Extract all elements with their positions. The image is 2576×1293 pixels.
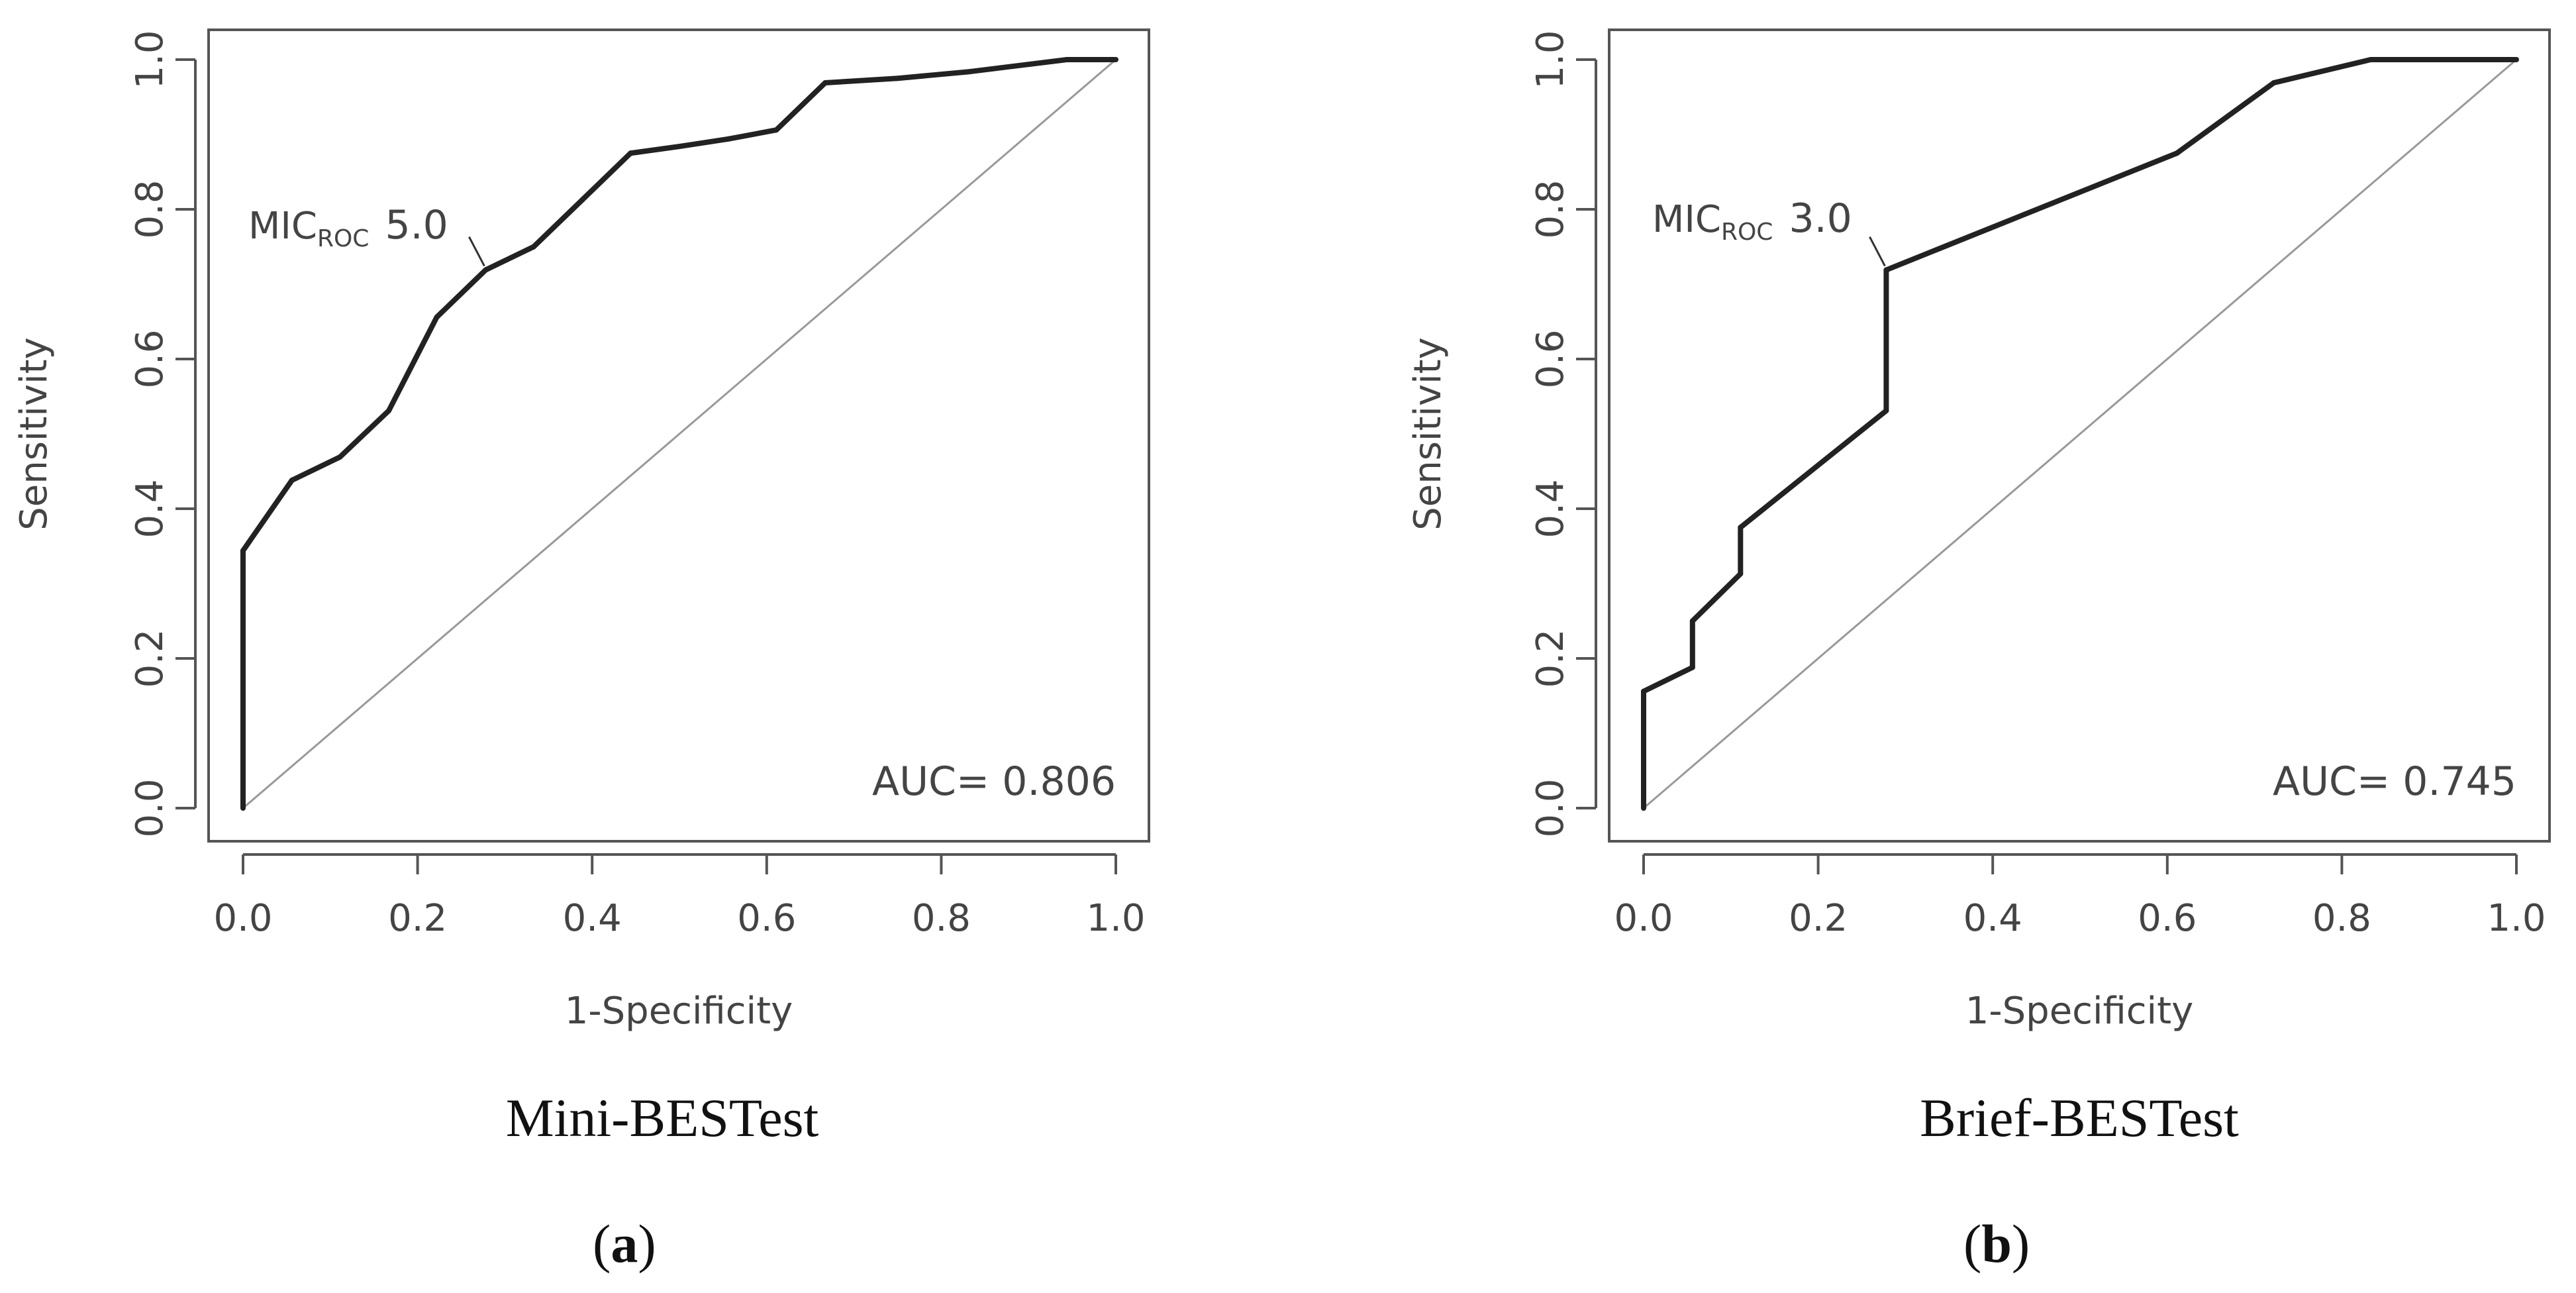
roc-point-a-15 — [967, 69, 973, 75]
x-axis-label-b: 1-Specificity — [1965, 990, 2193, 1033]
y-tick-label-a-4: 0.8 — [128, 180, 172, 238]
x-tick-label-a-3: 0.6 — [737, 897, 796, 940]
reference-diagonal-b — [1643, 58, 2517, 809]
roc-point-a-13 — [822, 80, 828, 86]
mic-subscript-a: ROC — [317, 225, 370, 252]
y-tick-label-b-2: 0.4 — [1529, 479, 1572, 538]
x-tick-label-b-1: 0.2 — [1789, 897, 1848, 940]
plot-frame-a — [207, 28, 1150, 843]
roc-point-b-11 — [2514, 57, 2519, 62]
x-tick-label-a-4: 0.8 — [912, 897, 971, 940]
panel-a: 0.0 0.2 0.4 0.6 0.8 1.0 0.0 0.2 0.4 0.6 0.8 1.0 MI… — [13, 28, 1150, 1274]
y-tick-label-b-4: 0.8 — [1529, 180, 1572, 238]
y-tick-group-b: 0.0 0.2 0.4 0.6 0.8 1.0 — [1529, 30, 1596, 838]
auc-label-a: AUC= 0.806 — [872, 758, 1116, 805]
plot-frame-b — [1608, 28, 2551, 843]
x-tick-label-a-0: 0.0 — [213, 897, 272, 940]
roc-point-a-1 — [240, 548, 246, 554]
roc-point-b-0 — [1641, 805, 1646, 811]
caption-a: Mini-BESTest — [506, 1088, 819, 1148]
x-axis-label-a: 1-Specificity — [565, 990, 793, 1033]
y-tick-label-b-1: 0.2 — [1529, 629, 1572, 688]
roc-point-a-16 — [1064, 57, 1070, 62]
roc-point-a-3 — [337, 454, 343, 460]
x-tick-label-a-1: 0.2 — [388, 897, 447, 940]
roc-point-a-14 — [895, 76, 901, 81]
roc-point-a-0 — [240, 805, 246, 811]
y-tick-label-a-2: 0.4 — [128, 479, 172, 538]
roc-point-a-8 — [579, 197, 585, 203]
mic-value-b: 3.0 — [1789, 195, 1852, 242]
x-tick-label-a-2: 0.4 — [563, 897, 622, 940]
roc-point-b-10 — [2367, 57, 2373, 62]
y-tick-label-a-1: 0.2 — [128, 629, 172, 688]
roc-point-a-12 — [773, 127, 779, 133]
mic-leader-line-a — [468, 236, 485, 267]
x-tick-label-b-2: 0.4 — [1963, 897, 2022, 940]
roc-point-b-5 — [1738, 525, 1744, 531]
roc-point-a-7 — [530, 244, 536, 250]
roc-point-b-2 — [1689, 664, 1695, 670]
mic-annotation-a: MICROC 5.0 — [248, 202, 448, 252]
mic-label-b: MIC — [1652, 198, 1721, 241]
panel-b: 0.0 0.2 0.4 0.6 0.8 1.0 0.0 0.2 0.4 0.6 0.8 1.0 MI… — [1407, 28, 2551, 1274]
y-tick-label-a-3: 0.6 — [128, 329, 172, 388]
roc-points-b — [1641, 57, 2519, 811]
roc-point-b-8 — [2174, 150, 2180, 156]
reference-diagonal-a — [242, 58, 1116, 809]
roc-curve-b — [1641, 57, 2516, 808]
roc-point-b-6 — [1883, 407, 1889, 413]
y-tick-label-a-0: 0.0 — [128, 778, 172, 837]
roc-curve-a — [240, 57, 1116, 808]
mic-leader-line-b — [1869, 236, 1886, 267]
roc-point-b-4 — [1738, 571, 1744, 577]
roc-point-b-9 — [2271, 80, 2277, 86]
x-tick-label-b-3: 0.6 — [2138, 897, 2197, 940]
y-tick-label-a-5: 1.0 — [128, 30, 172, 89]
roc-point-a-2 — [289, 478, 295, 484]
x-tick-label-b-4: 0.8 — [2312, 897, 2371, 940]
x-tick-label-b-0: 0.0 — [1614, 897, 1673, 940]
x-tick-label-a-5: 1.0 — [1086, 897, 1145, 940]
mic-value-a: 5.0 — [385, 202, 448, 248]
panel-label-b: (b) — [1963, 1214, 2030, 1274]
roc-point-b-3 — [1689, 618, 1695, 624]
y-tick-label-b-3: 0.6 — [1529, 329, 1572, 388]
x-tick-label-b-5: 1.0 — [2487, 897, 2546, 940]
x-tick-group-a: 0.0 0.2 0.4 0.6 0.8 1.0 — [213, 854, 1146, 940]
roc-point-a-6 — [483, 267, 489, 273]
auc-label-b: AUC= 0.745 — [2273, 758, 2516, 805]
roc-point-a-9 — [628, 150, 634, 156]
mic-subscript-b: ROC — [1721, 219, 1773, 246]
y-axis-label-a: Sensitivity — [13, 337, 56, 531]
roc-points-a — [240, 57, 1118, 811]
roc-point-a-4 — [386, 407, 392, 413]
roc-point-b-7 — [1883, 267, 1889, 273]
y-tick-group-a: 0.0 0.2 0.4 0.6 0.8 1.0 — [128, 30, 195, 838]
caption-b: Brief-BESTest — [1920, 1088, 2239, 1148]
mic-label-a: MIC — [248, 205, 317, 248]
panel-label-a: (a) — [593, 1214, 656, 1274]
y-tick-label-b-5: 1.0 — [1529, 30, 1572, 89]
roc-point-a-11 — [725, 136, 731, 142]
x-tick-group-b: 0.0 0.2 0.4 0.6 0.8 1.0 — [1614, 854, 2546, 940]
roc-point-b-1 — [1641, 688, 1646, 694]
roc-point-a-17 — [1113, 57, 1118, 62]
mic-annotation-b: MICROC 3.0 — [1652, 195, 1852, 246]
y-tick-label-b-0: 0.0 — [1529, 778, 1572, 837]
roc-point-a-5 — [434, 314, 440, 320]
y-axis-label-b: Sensitivity — [1407, 337, 1450, 531]
roc-point-a-10 — [677, 144, 682, 150]
